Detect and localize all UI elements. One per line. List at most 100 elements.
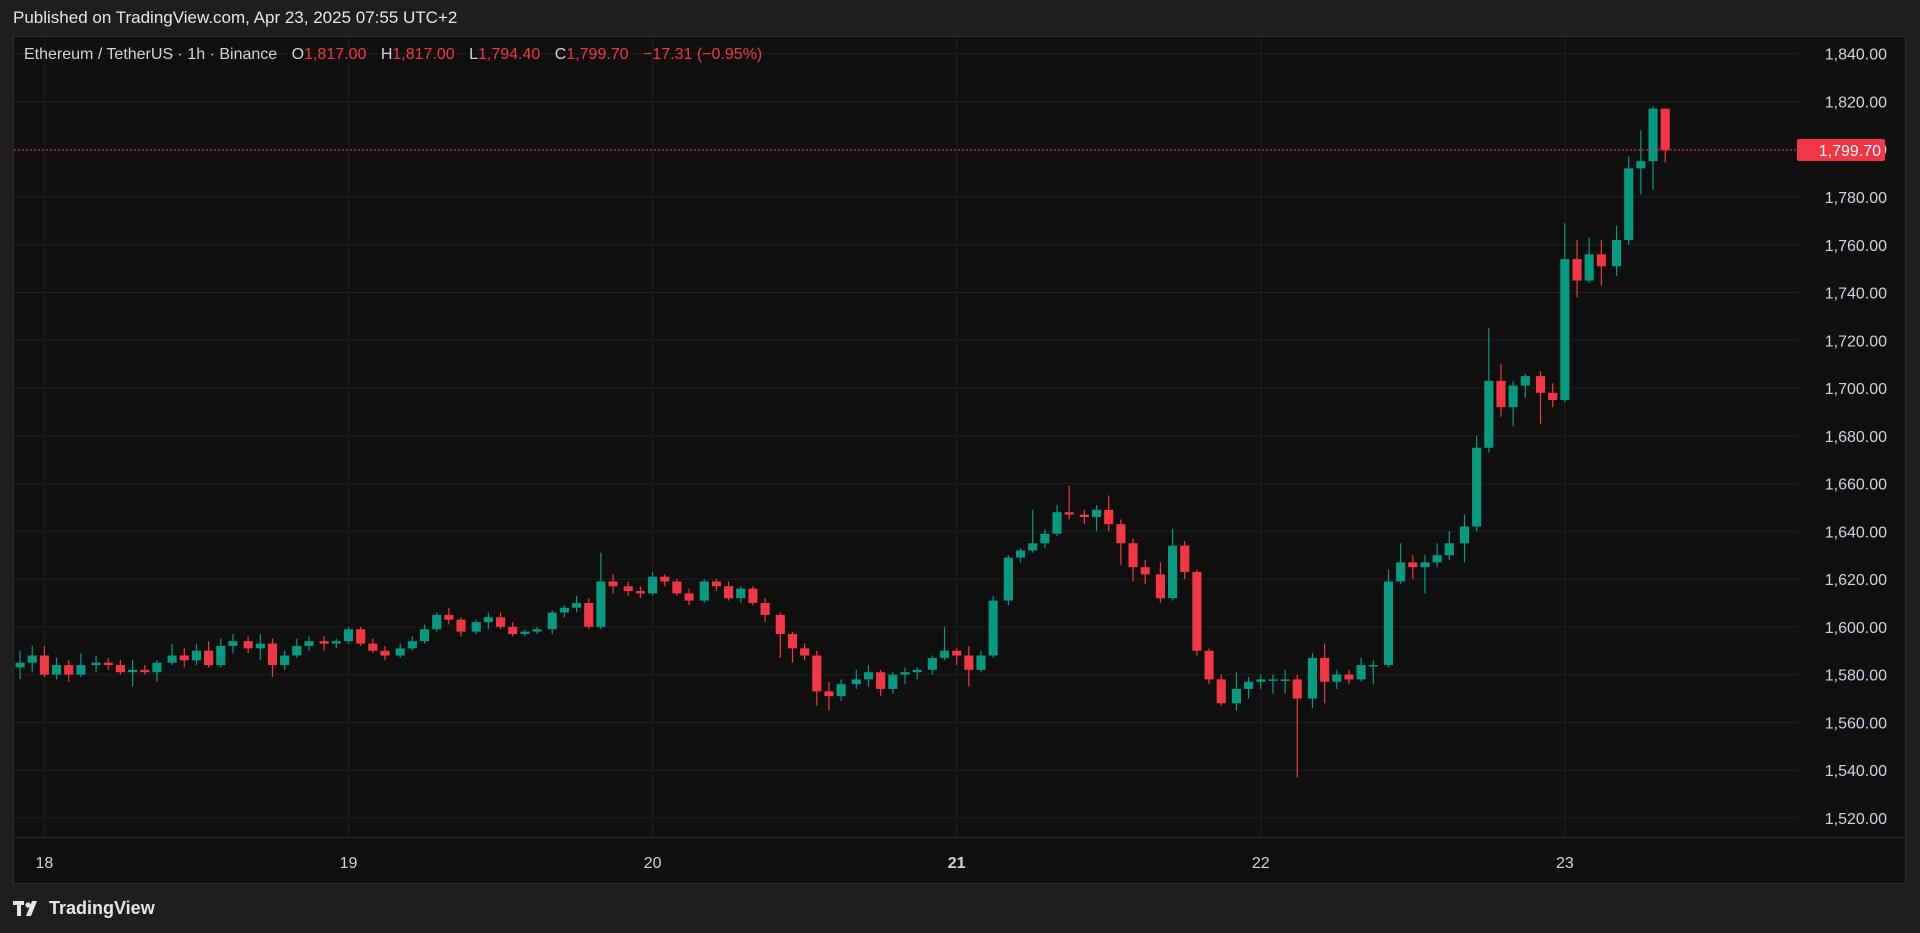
candle-body	[1116, 524, 1126, 544]
candle-body	[1484, 380, 1494, 448]
price-axis-label: 1,580.00	[1825, 668, 1887, 685]
candle-body	[608, 581, 618, 587]
candle-body	[1128, 543, 1138, 568]
candle-body	[1432, 555, 1442, 563]
candle-body	[432, 614, 442, 630]
candle-body	[444, 614, 454, 620]
candle-body	[952, 650, 962, 656]
candle-body	[1459, 526, 1470, 544]
candle-body	[508, 626, 518, 635]
candle-body	[115, 665, 125, 673]
candle-body	[52, 665, 62, 675]
legend-low-label: L	[469, 46, 478, 63]
candle-body	[1648, 108, 1658, 162]
candle-body	[976, 655, 986, 670]
candle-body	[267, 643, 278, 666]
candle-body	[1572, 259, 1582, 281]
candle-body	[1204, 650, 1214, 680]
chart-pane[interactable]: 1,840.001,820.001,800.001,780.001,760.00…	[13, 36, 1906, 884]
candle-body	[64, 665, 74, 675]
candle-body	[660, 576, 670, 582]
candle-body	[672, 581, 682, 594]
candle-body	[1064, 512, 1074, 515]
legend-symbol: Ethereum / TetherUS · 1h · Binance	[24, 46, 277, 63]
candle-body	[39, 655, 49, 675]
candle-body	[824, 691, 834, 697]
candle-body	[1168, 545, 1178, 599]
candle-body	[140, 669, 150, 673]
last-price-tag: 1,799.70	[1797, 138, 1885, 161]
candle-body	[331, 641, 341, 644]
brand-logo[interactable]: TradingView	[13, 898, 155, 919]
candle-body	[1548, 392, 1558, 400]
price-axis-label: 1,680.00	[1825, 429, 1887, 446]
candlestick-chart[interactable]: 1,840.001,820.001,800.001,780.001,760.00…	[14, 37, 1905, 883]
candle-body	[319, 641, 329, 644]
candle-body	[1611, 239, 1622, 267]
candles	[15, 106, 1670, 778]
candle-body	[812, 655, 822, 692]
candle-body	[1383, 581, 1394, 666]
time-axis-label: 21	[948, 855, 966, 872]
candle-body	[648, 576, 658, 594]
candle-body	[343, 629, 354, 642]
legend-high-value: 1,817.00	[392, 46, 454, 63]
candle-body	[1332, 674, 1342, 682]
legend-close-value: 1,799.70	[566, 46, 628, 63]
candle-body	[191, 650, 202, 661]
candle-body	[1344, 674, 1354, 680]
candle-body	[128, 669, 138, 673]
candle-body	[1256, 679, 1266, 682]
candle-body	[939, 650, 950, 658]
candle-body	[635, 591, 645, 594]
candle-body	[912, 669, 922, 673]
candle-body	[456, 619, 466, 632]
candle-body	[520, 631, 530, 635]
candle-body	[684, 593, 694, 601]
candle-body	[559, 607, 569, 613]
candle-body	[1368, 665, 1378, 667]
legend-open-value: 1,817.00	[304, 46, 366, 63]
candle-body	[407, 641, 417, 649]
candle-body	[292, 645, 302, 656]
brand-name: TradingView	[49, 898, 155, 918]
candle-body	[380, 650, 390, 656]
candle-body	[1660, 108, 1670, 150]
last-price-tag-bg	[1797, 138, 1885, 161]
price-axis-label: 1,640.00	[1825, 524, 1887, 541]
price-axis-label: 1,520.00	[1825, 811, 1887, 828]
candle-body	[532, 629, 542, 632]
candle-body	[736, 588, 746, 599]
candle-body	[1180, 545, 1190, 572]
candle-body	[76, 665, 86, 675]
candle-body	[204, 650, 214, 666]
candle-body	[395, 648, 405, 656]
legend-change: −17.31 (−0.95%)	[643, 46, 762, 63]
price-axis-label: 1,720.00	[1825, 333, 1887, 350]
price-axis-label: 1,780.00	[1825, 190, 1887, 207]
time-axis[interactable]: 18 19 20 21 22 23	[14, 837, 1905, 873]
candle-body	[356, 629, 366, 644]
price-axis-label: 1,740.00	[1825, 286, 1887, 303]
time-axis-label: 19	[340, 855, 358, 872]
candle-body	[775, 614, 785, 635]
candle-body	[1356, 665, 1366, 680]
candle-body	[1140, 567, 1150, 575]
candle-body	[1496, 380, 1506, 408]
candle-body	[1003, 557, 1013, 601]
price-axis-label: 1,540.00	[1825, 763, 1887, 780]
candle-body	[1472, 447, 1482, 527]
legend-open-label: O	[292, 46, 304, 63]
candle-body	[888, 674, 898, 689]
published-text: Published on TradingView.com, Apr 23, 20…	[13, 8, 458, 27]
candle-body	[471, 622, 481, 632]
candle-body	[483, 617, 493, 623]
candle-body	[876, 672, 886, 689]
price-axis[interactable]: 1,840.001,820.001,800.001,780.001,760.00…	[1825, 47, 1887, 828]
candle-body	[1079, 514, 1089, 517]
candle-body	[988, 600, 998, 656]
candle-body	[900, 672, 910, 675]
candle-body	[179, 655, 189, 661]
candle-body	[1307, 657, 1318, 699]
candle-body	[91, 662, 101, 666]
